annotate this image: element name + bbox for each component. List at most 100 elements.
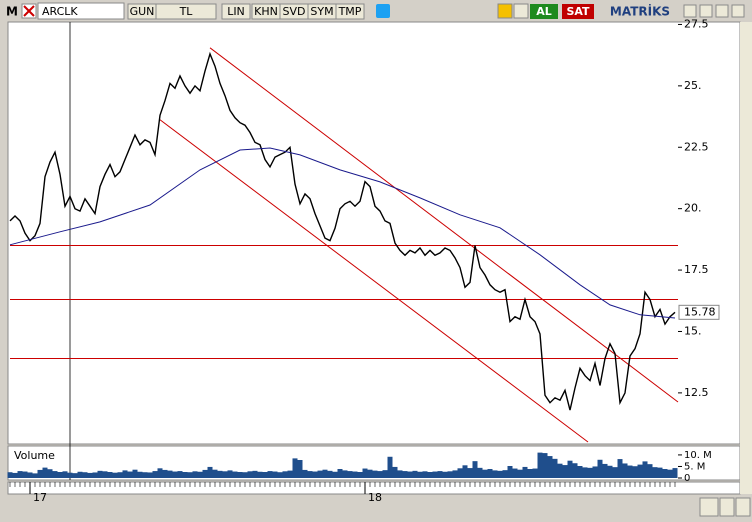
volume-bar — [672, 468, 678, 478]
sell-label: SAT — [566, 5, 590, 18]
volume-bar — [632, 466, 638, 478]
volume-bar — [107, 472, 113, 478]
close-button[interactable] — [731, 4, 745, 18]
volume-bar — [652, 467, 658, 478]
close-icon — [23, 5, 35, 17]
y-tick-label: 25. — [684, 79, 702, 92]
minimize-button[interactable] — [683, 4, 697, 18]
volume-tick-label: 5. M — [684, 461, 705, 472]
volume-bar — [412, 470, 418, 478]
toolbar-button[interactable] — [155, 3, 217, 20]
toolbar-button-label: LIN — [227, 5, 245, 18]
symbol-input[interactable] — [37, 2, 125, 20]
toolbar-button-label: TMP — [338, 5, 362, 18]
volume-bar — [527, 469, 533, 478]
volume-bar — [277, 472, 283, 478]
volume-bar — [502, 470, 508, 478]
twitter-button[interactable] — [376, 4, 390, 18]
volume-bar — [117, 472, 123, 478]
volume-bar — [252, 470, 258, 478]
volume-bar — [367, 469, 373, 478]
volume-bar — [7, 472, 13, 478]
toolbar-button-label: SVD — [283, 5, 306, 18]
volume-bar — [627, 465, 633, 478]
toolbar-button-label: GUN — [130, 5, 155, 18]
volume-bar — [602, 463, 608, 478]
volume-bar — [522, 466, 528, 478]
refresh-button[interactable] — [513, 3, 529, 19]
volume-bar — [192, 471, 198, 478]
volume-bar — [447, 471, 453, 478]
volume-bar — [347, 471, 353, 478]
volume-bar — [162, 469, 168, 478]
volume-bar — [532, 468, 538, 478]
volume-bar — [247, 471, 253, 478]
volume-bar — [27, 472, 33, 478]
toolbar-button[interactable] — [221, 3, 251, 20]
volume-bar — [167, 470, 173, 478]
volume-bar — [507, 466, 513, 478]
volume-bar — [317, 470, 323, 478]
volume-bar — [657, 467, 663, 478]
last-price-label: 15.78 — [684, 305, 716, 318]
volume-bar — [617, 459, 623, 478]
volume-bar — [427, 472, 433, 478]
volume-bar — [152, 471, 158, 478]
x-tick-label: 17 — [33, 491, 47, 504]
flash-button[interactable] — [497, 3, 513, 19]
volume-bar — [102, 471, 108, 478]
toolbar-button[interactable] — [335, 3, 365, 20]
volume-bar — [567, 460, 573, 478]
volume-bar — [172, 471, 178, 478]
volume-bar — [287, 470, 293, 478]
volume-bar — [587, 467, 593, 478]
sell-button[interactable] — [562, 4, 594, 19]
volume-bar — [362, 468, 368, 478]
prev-button[interactable] — [719, 497, 735, 517]
volume-bar — [452, 470, 458, 478]
volume-bar — [377, 471, 383, 478]
volume-bar — [397, 470, 403, 478]
volume-bar — [242, 472, 248, 478]
volume-bar — [72, 473, 78, 478]
volume-bar — [257, 471, 263, 478]
volume-bar — [227, 470, 233, 478]
toolbar-button-label: SYM — [310, 5, 333, 18]
trend-line — [159, 119, 589, 443]
toolbar-button-label: KHN — [254, 5, 278, 18]
volume-bar — [147, 472, 153, 478]
volume-bar — [92, 472, 98, 478]
volume-bar — [552, 458, 558, 478]
scrollbar[interactable] — [740, 22, 752, 494]
volume-bar — [202, 469, 208, 478]
trend-line — [209, 47, 679, 403]
price-line — [9, 51, 676, 411]
volume-bar — [312, 471, 318, 478]
y-tick-label: 15. — [684, 324, 702, 337]
settings-button[interactable] — [699, 497, 719, 517]
volume-bar — [132, 469, 138, 478]
volume-bar — [42, 467, 48, 478]
volume-bar — [482, 469, 488, 478]
volume-bar — [337, 469, 343, 478]
volume-bar — [282, 471, 288, 478]
volume-bar — [17, 471, 23, 478]
volume-bar — [642, 461, 648, 478]
status-bar — [8, 496, 698, 518]
volume-bar — [207, 466, 213, 478]
volume-bar — [302, 469, 308, 478]
maximize-button[interactable] — [715, 4, 729, 18]
volume-bar — [387, 456, 393, 478]
brand: MATRİKS — [610, 4, 670, 19]
volume-bar — [382, 470, 388, 478]
last-price-box — [678, 304, 720, 320]
buy-button[interactable] — [530, 4, 558, 19]
volume-bar — [142, 472, 148, 478]
restore-button[interactable] — [699, 4, 713, 18]
volume-bar — [612, 467, 618, 478]
buy-label: AL — [536, 5, 552, 18]
volume-bar — [352, 471, 358, 478]
volume-bar — [177, 471, 183, 478]
volume-bar — [572, 463, 578, 478]
next-button[interactable] — [735, 497, 751, 517]
